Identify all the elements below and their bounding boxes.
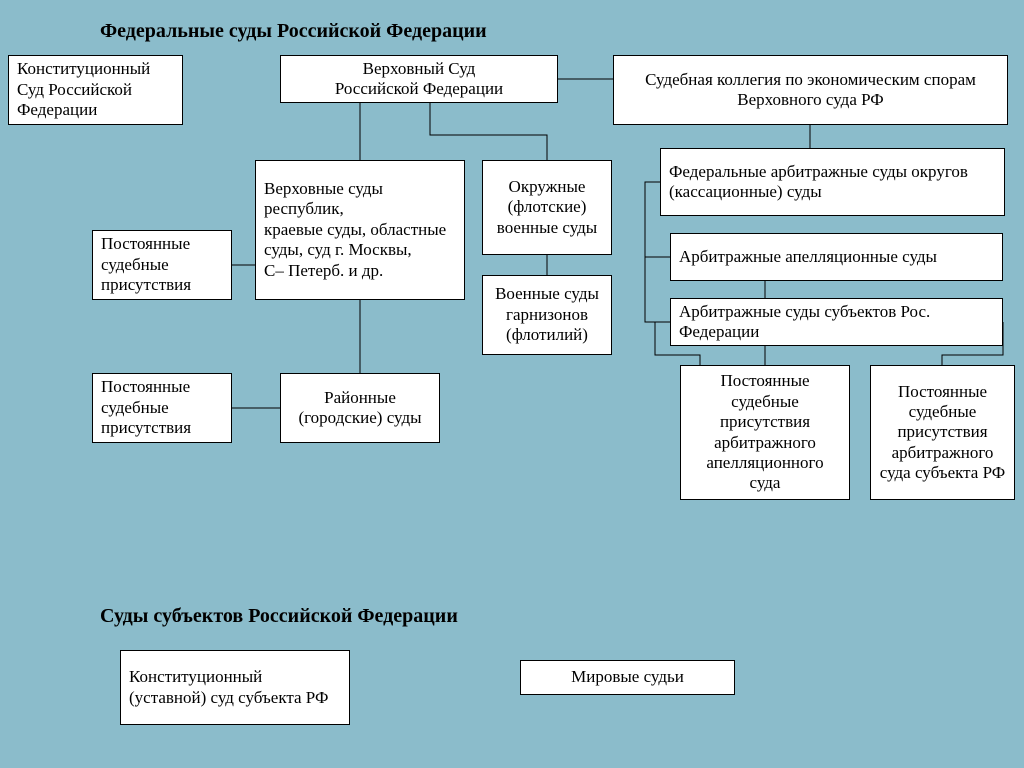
title-federal-courts: Федеральные суды Российской Федерации	[100, 20, 487, 43]
node-perm-presence-2: Постоянные судебные присутствия	[92, 373, 232, 443]
node-const-court: Конституционный Суд Российской Федерации	[8, 55, 183, 125]
node-supreme-republic: Верховные суды республик,краевые суды, о…	[255, 160, 465, 300]
node-econ-collegium: Судебная коллегия по экономическим спора…	[613, 55, 1008, 125]
node-district-military: Окружные (флотские) военные суды	[482, 160, 612, 255]
node-perm-presence-1: Постоянные судебные присутствия	[92, 230, 232, 300]
node-perm-arbitr-subject: Постоянные судебные присутствия арбитраж…	[870, 365, 1015, 500]
node-district-city: Районные (городские) суды	[280, 373, 440, 443]
node-arbitr-subjects: Арбитражные суды субъектов Рос. Федераци…	[670, 298, 1003, 346]
node-perm-arbitr-appeal: Постоянные судебные присутствия арбитраж…	[680, 365, 850, 500]
node-const-subject: Конституционный (уставной) суд субъекта …	[120, 650, 350, 725]
node-garrison-military: Военные суды гарнизонов (флотилий)	[482, 275, 612, 355]
title-subject-courts: Суды субъектов Российской Федерации	[100, 605, 458, 628]
node-magistrates: Мировые судьи	[520, 660, 735, 695]
node-fed-arbitr-districts: Федеральные арбитражные суды округов (ка…	[660, 148, 1005, 216]
node-arbitr-appeal: Арбитражные апелляционные суды	[670, 233, 1003, 281]
node-supreme-court: Верховный СудРоссийской Федерации	[280, 55, 558, 103]
